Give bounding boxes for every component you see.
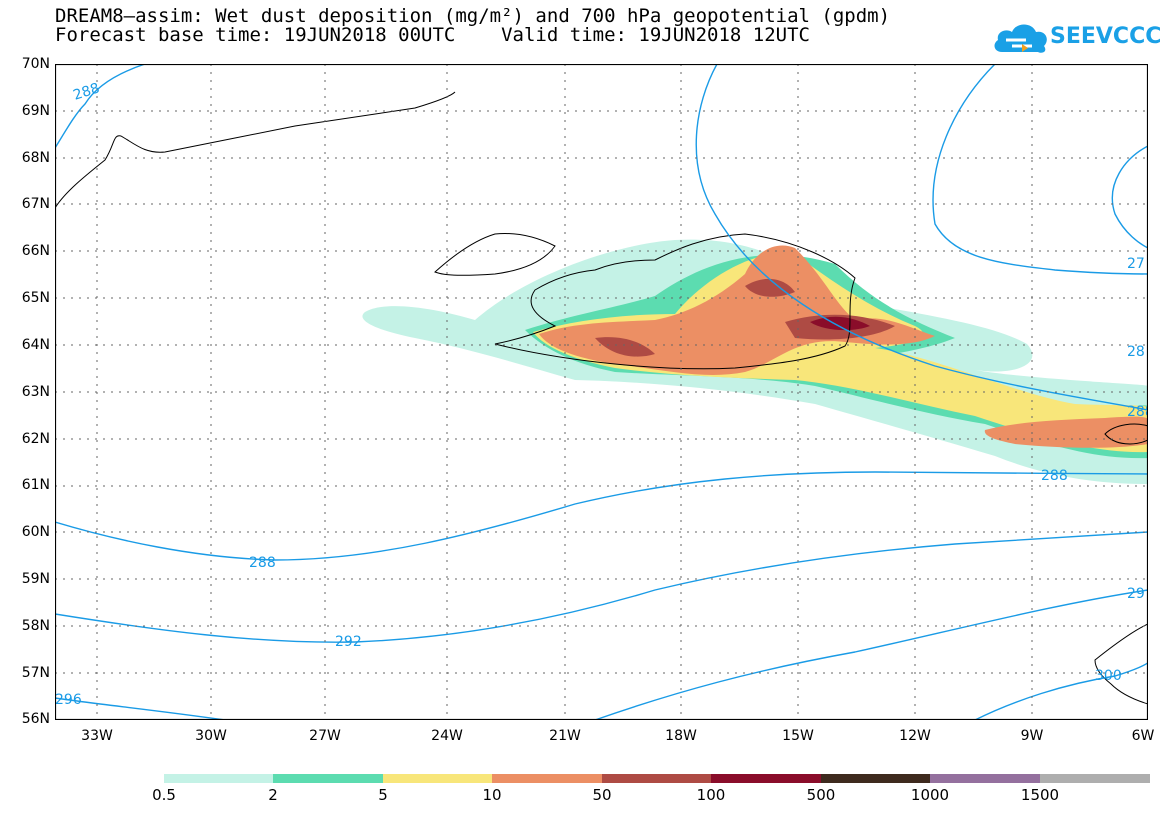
lat-label: 63N <box>21 384 50 400</box>
contour-label: 288 <box>71 80 101 103</box>
map-canvas: 288 288 288 288 292 296 300 27 28 28 29 <box>55 64 1148 720</box>
contour-288-main <box>55 471 1148 561</box>
colorbar-segment <box>164 774 273 783</box>
lon-label: 21W <box>549 728 581 744</box>
contour-label: 288 <box>1127 404 1148 420</box>
contour-29-lower <box>594 589 1148 720</box>
lon-label: 15W <box>782 728 814 744</box>
graticule <box>55 64 1148 720</box>
map-frame <box>55 64 1148 720</box>
colorbar-label: 1000 <box>910 786 950 804</box>
contour-label: 300 <box>1095 668 1122 684</box>
lat-label: 59N <box>21 571 50 587</box>
contour-label: 288 <box>249 555 276 571</box>
contour-label: 292 <box>335 634 362 650</box>
dust-level-4b <box>984 416 1148 448</box>
colorbar-label: 50 <box>592 786 612 804</box>
lon-label: 6W <box>1131 728 1155 744</box>
colorbar-label: 2 <box>268 786 278 804</box>
lon-label: 12W <box>899 728 931 744</box>
logo-text: SEEVCCC <box>1050 24 1162 49</box>
lat-label: 69N <box>21 103 50 119</box>
contour-label: 296 <box>55 692 82 708</box>
contour-label: 29 <box>1127 586 1145 602</box>
lon-label: 18W <box>665 728 697 744</box>
lat-label: 61N <box>21 477 50 493</box>
cloud-icon <box>994 24 1047 53</box>
colorbar-segment <box>602 774 711 783</box>
seevccc-logo: SEEVCCC <box>992 18 1161 60</box>
contour-label: 288 <box>1041 468 1068 484</box>
lat-label: 62N <box>21 431 50 447</box>
lat-label: 68N <box>21 150 50 166</box>
lat-label: 70N <box>21 56 50 72</box>
dust-level-6 <box>810 316 870 331</box>
contour-300 <box>974 661 1148 720</box>
colorbar-label: 500 <box>806 786 836 804</box>
lat-label: 58N <box>21 618 50 634</box>
contour-label: 27 <box>1127 256 1145 272</box>
colorbar-label: 100 <box>696 786 726 804</box>
lat-label: 60N <box>21 524 50 540</box>
lat-label: 66N <box>21 243 50 259</box>
lon-label: 33W <box>81 728 113 744</box>
lat-label: 57N <box>21 665 50 681</box>
dust-field <box>362 239 1148 484</box>
contour-296 <box>55 697 226 720</box>
map-title-line1: DREAM8–assim: Wet dust deposition (mg/m²… <box>55 5 891 27</box>
lat-label: 64N <box>21 337 50 353</box>
lat-label: 65N <box>21 290 50 306</box>
colorbar-segment <box>273 774 383 783</box>
colorbar-label: 0.5 <box>152 786 176 804</box>
lat-label: 56N <box>21 711 50 727</box>
map-title-line2: Forecast base time: 19JUN2018 00UTC Vali… <box>55 24 810 46</box>
faroe-coast <box>1104 423 1148 445</box>
colorbar-segment <box>383 774 492 783</box>
colorbar-label: 10 <box>482 786 502 804</box>
geopotential-contours <box>55 64 1148 720</box>
map-panel: 288 288 288 288 292 296 300 27 28 28 29 <box>55 64 1148 720</box>
colorbar-segment <box>1040 774 1150 783</box>
dust-level-3 <box>533 253 1148 453</box>
dust-level-5 <box>595 278 895 357</box>
lon-label: 24W <box>431 728 463 744</box>
colorbar-segment <box>492 774 602 783</box>
westfjords-coast <box>434 233 556 276</box>
contour-ne-trough <box>695 64 1148 411</box>
scotland-coast <box>1094 623 1148 705</box>
colorbar-segment <box>930 774 1040 783</box>
lon-label: 9W <box>1020 728 1044 744</box>
lon-label: 30W <box>195 728 227 744</box>
contour-labels: 288 288 288 288 292 296 300 27 28 28 29 <box>55 80 1148 708</box>
greenland-coast <box>55 91 456 209</box>
contour-288-nw <box>55 64 146 149</box>
lat-label: 67N <box>21 196 50 212</box>
lon-label: 27W <box>309 728 341 744</box>
contour-28-right <box>1111 145 1148 249</box>
contour-label: 28 <box>1127 344 1145 360</box>
dust-level-4 <box>539 245 935 375</box>
colorbar-segment <box>821 774 930 783</box>
colorbar-label: 1500 <box>1020 786 1060 804</box>
coastlines <box>55 91 1148 705</box>
colorbar-label: 5 <box>378 786 388 804</box>
contour-27 <box>932 64 1148 275</box>
iceland-coast <box>494 233 856 370</box>
colorbar-segment <box>711 774 821 783</box>
contour-292 <box>55 531 1148 643</box>
